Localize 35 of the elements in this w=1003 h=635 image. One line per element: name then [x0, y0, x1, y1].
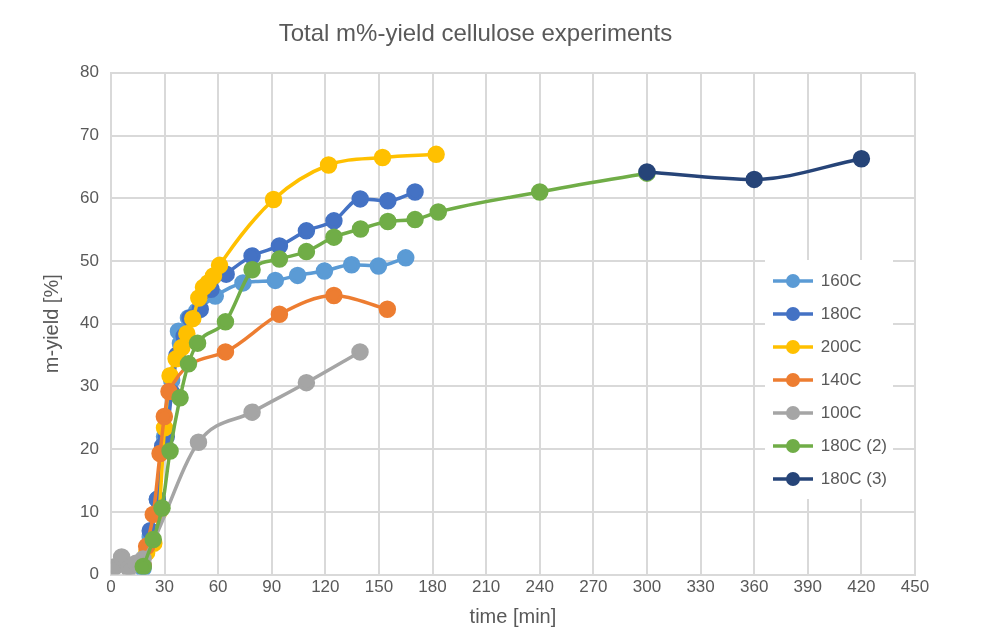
y-tick-label: 80: [79, 62, 99, 82]
x-tick-label: 180: [418, 577, 447, 597]
legend-label: 140C: [820, 369, 862, 390]
x-tick-label: 150: [364, 577, 394, 597]
x-tick-label: 240: [525, 577, 554, 597]
y-tick-label: 60: [79, 187, 99, 207]
x-tick-label: 270: [579, 577, 608, 597]
y-tick-label: 10: [79, 501, 99, 521]
x-tick-label: 120: [311, 577, 340, 597]
y-tick-label: 0: [89, 564, 99, 584]
y-tick-label: 50: [79, 250, 99, 270]
y-tick-label: 40: [79, 313, 99, 333]
y-tick-label: 30: [79, 376, 99, 396]
legend-label: 160C: [820, 270, 862, 291]
chart-title: Total m%-yield cellulose experiments: [278, 19, 673, 47]
x-tick-label: 60: [208, 577, 228, 597]
y-tick-label: 20: [79, 438, 99, 458]
x-tick-label: 420: [847, 577, 876, 597]
legend-label: 180C (3): [820, 468, 887, 489]
x-tick-label: 210: [471, 577, 501, 597]
x-tick-label: 390: [793, 577, 822, 597]
x-tick-label: 90: [262, 577, 282, 597]
x-tick-label: 330: [686, 577, 715, 597]
legend-label: 180C (2): [820, 435, 887, 456]
legend-label: 180C: [820, 303, 862, 324]
y-axis-title: m-yield [%]: [39, 274, 62, 374]
x-tick-label: 300: [632, 577, 662, 597]
x-tick-label: 360: [739, 577, 769, 597]
x-tick-label: 0: [106, 577, 116, 597]
x-tick-label: 30: [155, 577, 174, 597]
x-tick-label: 450: [900, 577, 930, 597]
legend-label: 200C: [820, 336, 862, 357]
x-axis-title: time [min]: [469, 604, 557, 627]
y-tick-label: 70: [79, 125, 99, 145]
legend-label: 100C: [820, 402, 862, 423]
